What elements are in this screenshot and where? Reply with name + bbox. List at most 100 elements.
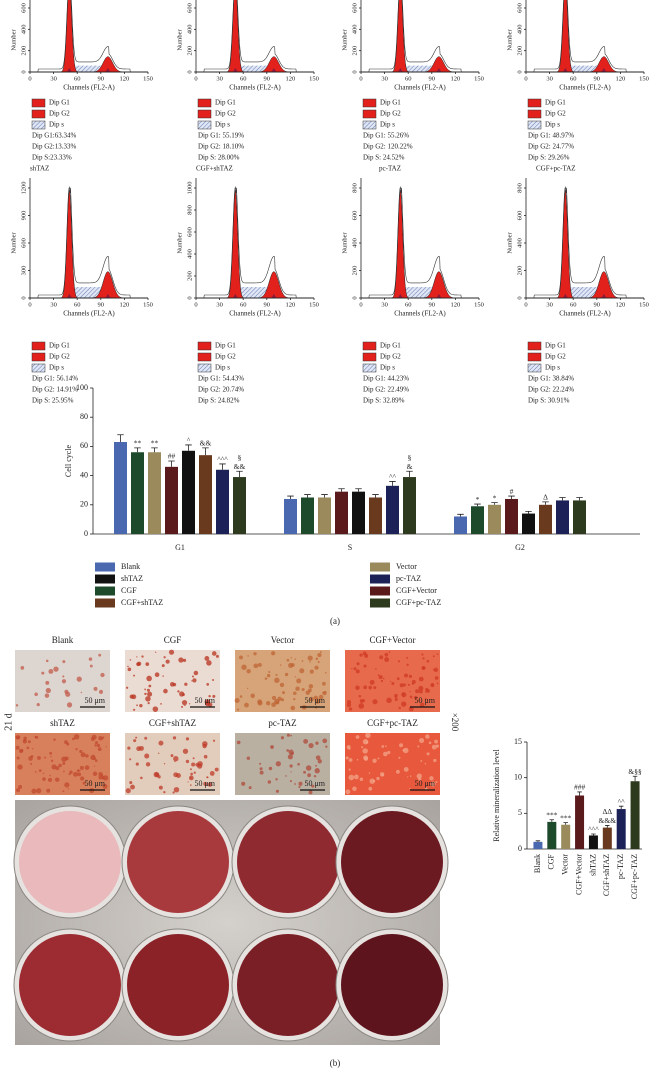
x-tick-label: 150	[143, 75, 153, 82]
stain-spot	[145, 662, 150, 666]
y-tick-label: 40	[80, 470, 88, 479]
legend-swatch	[527, 98, 542, 108]
y-tick-label: 400	[516, 238, 523, 248]
stain-spot	[298, 781, 303, 786]
bar	[602, 827, 612, 849]
legend-label: CGF+pc-TAZ	[396, 598, 441, 607]
stain-spot	[165, 659, 170, 664]
stain-spot	[17, 764, 23, 770]
peak-marker	[66, 294, 72, 298]
stain-spot	[19, 748, 24, 753]
stain-spot	[284, 672, 289, 677]
stain-spot	[181, 699, 188, 706]
legend-swatch	[95, 598, 115, 608]
stain-spot	[401, 701, 407, 707]
stain-spot	[47, 777, 53, 782]
stain-spot	[136, 746, 141, 752]
stain-spot	[51, 764, 57, 770]
y-tick-label: 0	[186, 70, 193, 73]
phase-stat: Dip G2: 24.77%	[528, 143, 574, 151]
stain-spot	[239, 655, 244, 660]
y-axis-label: Number	[176, 29, 183, 51]
hist-outline	[30, 0, 148, 73]
legend-label: Dip G2	[215, 110, 236, 118]
stain-spot	[313, 774, 317, 778]
stain-spot	[308, 684, 314, 689]
legend-swatch	[362, 341, 377, 351]
legend-swatch	[197, 352, 212, 362]
error-bar	[508, 495, 515, 499]
stain-spot	[319, 651, 322, 653]
legend-label: Dip s	[215, 121, 230, 129]
x-tick-label: 30	[381, 75, 388, 82]
stain-spot	[325, 745, 328, 748]
y-tick-label: 800	[516, 183, 523, 193]
y-tick-label: 600	[351, 211, 358, 221]
bar	[522, 513, 535, 534]
peak-marker	[562, 68, 568, 72]
stain-spot	[79, 765, 84, 770]
stain-spot	[351, 667, 353, 670]
legend-label: Dip G2	[545, 353, 566, 361]
stain-spot	[368, 685, 372, 690]
stain-spot	[322, 738, 328, 744]
stain-spot	[288, 749, 294, 755]
y-tick-label: 400	[186, 249, 193, 259]
legend-label: Dip G2	[380, 353, 401, 361]
stain-spot	[418, 777, 422, 781]
stain-spot	[206, 683, 210, 686]
stain-spot	[358, 703, 365, 709]
stain-spot	[424, 698, 427, 701]
stain-spot	[355, 669, 360, 674]
stain-spot	[173, 756, 179, 762]
x-tick-label: 60	[405, 75, 412, 82]
stain-spot	[127, 665, 129, 668]
stain-spot	[135, 762, 139, 766]
stain-spot	[129, 781, 133, 785]
error-bar	[168, 460, 175, 467]
significance: §	[238, 453, 242, 462]
legend-label: shTAZ	[121, 574, 143, 583]
stain-spot	[185, 759, 190, 764]
dish	[19, 811, 121, 913]
hist-s-phase	[526, 287, 644, 298]
x-tick-label: 150	[639, 301, 649, 308]
stain-spot	[429, 776, 434, 781]
stain-spot	[181, 705, 184, 708]
stain-spot	[287, 754, 293, 760]
stain-spot	[61, 679, 67, 684]
stain-spot	[160, 703, 162, 705]
stain-spot	[361, 746, 364, 749]
legend-swatch	[527, 341, 542, 351]
dish	[19, 934, 121, 1036]
scale-bar-label: 50 μm	[194, 779, 215, 788]
error-bar	[491, 502, 498, 505]
stain-spot	[305, 690, 310, 695]
y-tick-label: 0	[186, 296, 193, 299]
stain-spot	[140, 776, 143, 780]
stain-spot	[394, 696, 397, 699]
bar	[533, 841, 543, 849]
y-tick-label: 200	[20, 46, 27, 56]
stain-spot	[286, 658, 290, 662]
x-tick-label: 30	[546, 301, 553, 308]
stain-spot	[26, 746, 30, 750]
stain-spot	[191, 675, 195, 678]
y-tick-label: 0	[351, 70, 358, 73]
legend-label: Dip s	[49, 121, 64, 129]
stain-spot	[389, 680, 392, 683]
stain-spot	[16, 756, 20, 760]
x-tick-label: 60	[74, 75, 81, 82]
stain-spot	[317, 660, 320, 664]
stain-spot	[90, 754, 96, 761]
y-axis-label: Number	[506, 29, 513, 51]
stain-spot	[147, 691, 153, 697]
stain-spot	[131, 694, 137, 700]
x-tick-label: 0	[524, 301, 527, 308]
stain-spot	[207, 782, 213, 787]
y-tick-label: 200	[516, 266, 523, 276]
stain-spot	[69, 770, 73, 774]
stain-spot	[163, 688, 168, 694]
peak-marker	[105, 294, 111, 298]
image-label: CGF+shTAZ	[149, 718, 196, 728]
